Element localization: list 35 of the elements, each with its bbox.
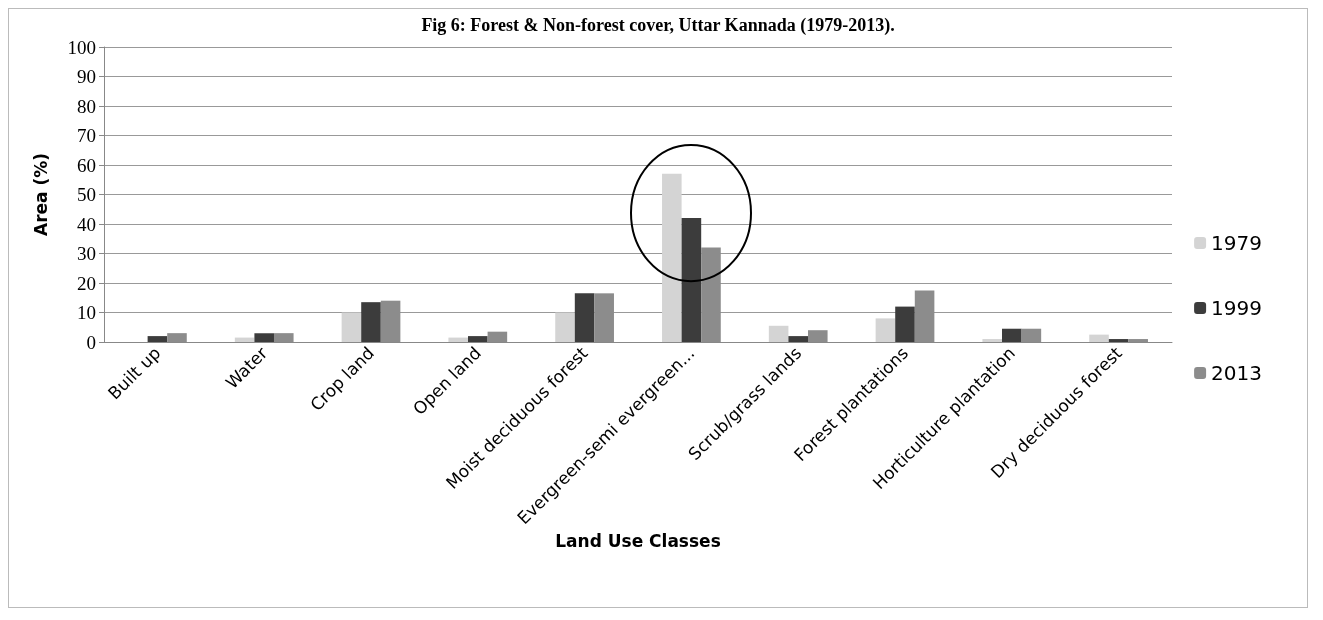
bar: [875, 318, 896, 342]
chart-title: Fig 6: Forest & Non-forest cover, Uttar Kannada (1979-2013).: [421, 15, 895, 36]
legend-label: 1979: [1211, 231, 1263, 255]
bar: [681, 218, 702, 342]
bar: [254, 333, 274, 342]
bar: [341, 312, 362, 342]
y-axis-title: Area (%): [30, 152, 51, 237]
y-tick-label: 30: [77, 243, 96, 264]
bar: [788, 336, 808, 342]
bar: [555, 312, 575, 342]
bar: [1089, 334, 1109, 342]
legend-label: 2013: [1211, 361, 1263, 385]
y-tick-label: 10: [77, 302, 96, 323]
y-tick-label: 0: [86, 331, 96, 353]
bar: [448, 337, 469, 342]
bar: [662, 173, 682, 342]
bar: [895, 306, 915, 342]
y-tick-label: 100: [67, 36, 96, 58]
bar: [574, 293, 595, 342]
bar: [1108, 339, 1129, 342]
bar: [768, 325, 789, 342]
y-tick-label: 80: [77, 95, 96, 117]
x-axis-title: Land Use Classes: [555, 530, 721, 551]
y-tick-label: 60: [77, 154, 96, 176]
y-tick-label: 20: [77, 272, 96, 294]
y-tick-label: 50: [77, 184, 96, 205]
bar: [982, 339, 1003, 342]
bar: [147, 336, 168, 342]
bar: [1002, 328, 1022, 342]
y-tick-label: 90: [77, 66, 96, 87]
bar: [361, 302, 381, 342]
legend-label: 1999: [1211, 296, 1263, 320]
y-tick-label: 70: [77, 125, 96, 146]
y-tick-label: 40: [77, 213, 96, 235]
bar: [468, 336, 488, 342]
